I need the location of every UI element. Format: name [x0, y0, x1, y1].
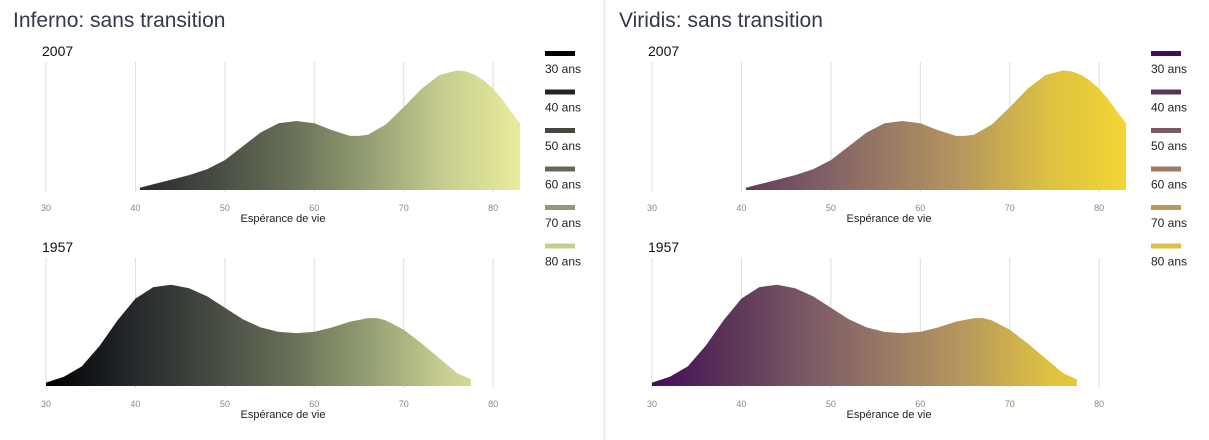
x-tick-label: 60 — [915, 399, 925, 409]
x-tick-label: 50 — [826, 399, 836, 409]
x-tick-label: 30 — [41, 399, 51, 409]
x-tick-label: 40 — [736, 203, 746, 213]
legend-swatch — [545, 243, 575, 249]
x-tick-label: 50 — [220, 203, 230, 213]
legend-swatch — [1151, 128, 1181, 133]
chart-year-label: 2007 — [42, 43, 73, 59]
panel-viridis: Viridis: sans transition 2007 30 40 50 60 70 8… — [606, 0, 1209, 440]
legend-swatch — [1151, 89, 1181, 95]
density-area — [139, 70, 520, 190]
density-chart-viridis: 2007 30 40 50 60 70 80 Espérance de vie 1957 30 40… — [647, 43, 1187, 421]
legend-label: 40 ans — [1151, 101, 1187, 115]
legend-swatch — [545, 51, 575, 56]
x-tick-label: 40 — [130, 399, 140, 409]
x-tick-label: 70 — [399, 203, 409, 213]
x-tick-label: 80 — [488, 399, 498, 409]
x-tick-label: 50 — [220, 399, 230, 409]
x-tick-label: 80 — [1094, 399, 1104, 409]
density-area — [745, 70, 1126, 190]
legend-swatch — [1151, 205, 1181, 210]
x-tick-label: 40 — [736, 399, 746, 409]
x-tick-label: 30 — [41, 203, 51, 213]
x-tick-label: 70 — [399, 399, 409, 409]
legend-swatch — [1151, 243, 1181, 249]
x-tick-label: 80 — [488, 203, 498, 213]
legend-swatch — [545, 205, 575, 210]
x-axis-label: Espérance de vie — [241, 213, 326, 225]
x-tick-label: 80 — [1094, 203, 1104, 213]
legend-label: 80 ans — [1151, 255, 1187, 269]
chart-year-label: 1957 — [42, 239, 73, 255]
legend-label: 60 ans — [545, 178, 581, 192]
legend-label: 50 ans — [1151, 139, 1187, 153]
chart-year-label: 1957 — [648, 239, 679, 255]
x-tick-label: 60 — [309, 399, 319, 409]
x-tick-label: 40 — [130, 203, 140, 213]
legend-swatch — [545, 89, 575, 95]
legend-label: 70 ans — [545, 216, 581, 230]
legend-label: 50 ans — [545, 139, 581, 153]
x-axis-label: Espérance de vie — [241, 409, 326, 421]
legend-label: 30 ans — [545, 62, 581, 76]
panel-title: Inferno: sans transition — [13, 9, 226, 32]
panel-inferno: Inferno: sans transition 2007 30 40 50 60 70 8… — [0, 0, 603, 440]
legend-label: 60 ans — [1151, 178, 1187, 192]
legend-swatch — [1151, 166, 1181, 172]
legend-label: 70 ans — [1151, 216, 1187, 230]
panel-title: Viridis: sans transition — [619, 9, 823, 32]
density-area — [652, 284, 1077, 386]
x-tick-label: 30 — [647, 399, 657, 409]
legend-swatch — [1151, 51, 1181, 56]
legend-swatch — [545, 128, 575, 133]
x-tick-label: 30 — [647, 203, 657, 213]
x-axis-label: Espérance de vie — [847, 409, 932, 421]
density-chart-inferno: 2007 30 40 50 60 70 80 Espérance de vie 1957 30 40… — [41, 43, 581, 421]
legend-label: 80 ans — [545, 255, 581, 269]
x-tick-label: 60 — [309, 203, 319, 213]
legend-label: 30 ans — [1151, 62, 1187, 76]
density-area — [46, 284, 471, 386]
x-tick-label: 50 — [826, 203, 836, 213]
x-axis-label: Espérance de vie — [847, 213, 932, 225]
x-tick-label: 70 — [1005, 203, 1015, 213]
x-tick-label: 60 — [915, 203, 925, 213]
legend-label: 40 ans — [545, 101, 581, 115]
x-tick-label: 70 — [1005, 399, 1015, 409]
chart-year-label: 2007 — [648, 43, 679, 59]
legend-swatch — [545, 166, 575, 172]
